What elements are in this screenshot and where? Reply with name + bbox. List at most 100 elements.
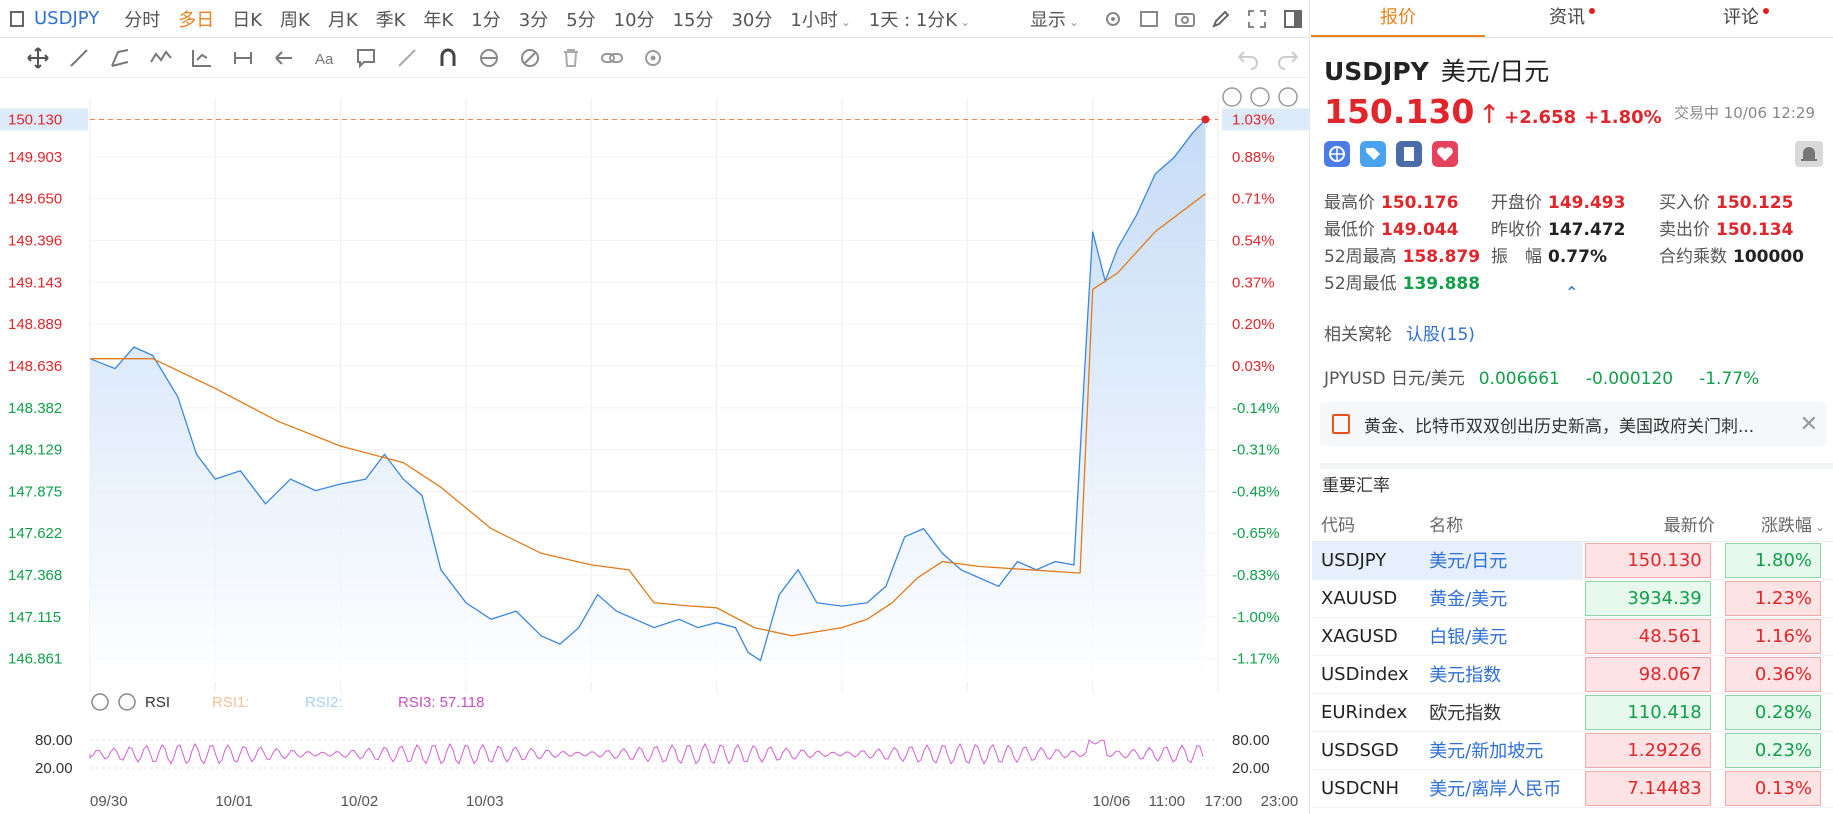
table-row[interactable]: XAGUSD 白银/美元 48.561 1.16% <box>1312 617 1833 656</box>
table-row[interactable]: USDSGD 美元/新加坡元 1.29226 0.23% <box>1312 731 1833 770</box>
period-option[interactable]: 5分 <box>566 9 596 31</box>
sidebar-toggle-icon[interactable] <box>10 10 24 27</box>
reset-zoom-icon[interactable] <box>1222 87 1242 107</box>
close-icon[interactable]: ✕ <box>1799 412 1818 437</box>
table-row[interactable]: USDCNH 美元/离岸人民币 7.14483 0.13% <box>1312 769 1833 808</box>
period-option[interactable]: 30分 <box>731 9 773 31</box>
news-text[interactable]: 黄金、比特币双双创出历史新高，美国政府关门刺... <box>1364 416 1755 437</box>
y-pct-label: -0.65% <box>1232 525 1280 542</box>
period-option[interactable]: 10分 <box>613 9 655 31</box>
y-tick-label: 148.889 <box>8 316 62 333</box>
display-dropdown[interactable]: 显示 <box>1021 6 1088 32</box>
fx-name[interactable]: 美元指数 <box>1417 655 1583 694</box>
tag-icon[interactable] <box>1360 141 1386 167</box>
wave-tool-icon[interactable] <box>149 46 173 70</box>
zoom-out-icon[interactable] <box>1250 87 1270 107</box>
fx-code: USDindex <box>1312 655 1418 694</box>
period-option[interactable]: 月K <box>327 9 358 31</box>
indicator-settings-icon[interactable] <box>91 693 109 711</box>
fx-code: USDCNH <box>1312 769 1418 808</box>
fx-change: 0.13% <box>1724 770 1821 806</box>
rsi-axis-label: 20.00 <box>1232 760 1270 777</box>
stat-label: 开盘价 <box>1491 193 1542 213</box>
inverse-pair[interactable]: JPYUSD 日元/美元 0.006661 -0.000120 -1.77% <box>1324 364 1785 389</box>
pencil-icon[interactable] <box>1210 8 1232 30</box>
tab-news[interactable]: 资讯 <box>1485 0 1659 37</box>
undo-icon[interactable] <box>1236 46 1260 70</box>
text-tool-icon[interactable]: Aa <box>313 46 337 70</box>
measure-tool-icon[interactable] <box>231 46 255 70</box>
redo-icon[interactable] <box>1276 46 1300 70</box>
col-price[interactable]: 最新价 <box>1582 507 1723 542</box>
table-row[interactable]: XAUUSD 黄金/美元 3934.39 1.23% <box>1312 579 1833 618</box>
period-option[interactable]: 年K <box>423 9 454 31</box>
comment-tool-icon[interactable] <box>354 46 378 70</box>
link-icon[interactable] <box>600 46 624 70</box>
drawing-settings-icon[interactable] <box>641 46 665 70</box>
period-option[interactable]: 日K <box>232 9 263 31</box>
zoom-in-icon[interactable] <box>1278 87 1298 107</box>
stat-low: 最低价 149.044 <box>1324 215 1458 240</box>
tab-comments[interactable]: 评论 <box>1659 0 1833 37</box>
indicator-close-icon[interactable] <box>118 693 136 711</box>
fx-name[interactable]: 白银/美元 <box>1417 617 1583 656</box>
inverse-label: JPYUSD 日元/美元 <box>1324 369 1465 389</box>
fx-name[interactable]: 美元/新加坡元 <box>1417 731 1583 770</box>
stat-label: 52周最高 <box>1324 247 1397 267</box>
magnet-icon[interactable] <box>436 46 460 70</box>
chevron-up-icon[interactable]: ⌃ <box>1565 283 1579 302</box>
channel-tool-icon[interactable] <box>108 46 132 70</box>
heart-icon[interactable] <box>1432 141 1458 167</box>
trash-icon[interactable] <box>559 46 583 70</box>
stat-open: 开盘价 149.493 <box>1491 188 1625 213</box>
move-icon[interactable] <box>26 46 50 70</box>
fx-price: 98.067 <box>1584 656 1711 692</box>
x-tick-label: 17:00 <box>1205 793 1243 810</box>
panel-toggle-icon[interactable] <box>1282 8 1304 30</box>
period-option[interactable]: 1分 <box>471 9 501 31</box>
period-option[interactable]: 3分 <box>518 9 549 31</box>
rsi-axis-label: 80.00 <box>35 732 73 749</box>
period-option[interactable]: 1小时 <box>781 6 860 32</box>
period-option[interactable]: 周K <box>280 9 310 31</box>
chart-tools: 显示 <box>1021 0 1304 38</box>
stat-label: 卖出价 <box>1659 220 1710 240</box>
hide-drawing-icon[interactable] <box>518 46 542 70</box>
news-banner[interactable]: 黄金、比特币双双创出历史新高，美国政府关门刺... ✕ <box>1320 402 1826 446</box>
fx-price: 150.130 <box>1584 542 1711 578</box>
period-option[interactable]: 1天 : 1分K <box>860 6 979 32</box>
related-link[interactable]: 认股(15) <box>1406 325 1475 345</box>
chart-area: USDJPY 分时多日日K周K月K季K年K1分3分5分10分15分30分1小时1… <box>0 0 1310 814</box>
arrow-tool-icon[interactable] <box>272 46 296 70</box>
price-chart[interactable]: 150.130 1.03% 149.903 0.88% 149.650 0.71% 149.… <box>0 78 1310 814</box>
fullscreen-icon[interactable] <box>1246 8 1268 30</box>
fx-name[interactable]: 黄金/美元 <box>1417 579 1583 618</box>
period-option[interactable]: 季K <box>375 9 406 31</box>
col-change[interactable]: 涨跌幅 ⌄ <box>1722 507 1833 542</box>
fx-name[interactable]: 美元/离岸人民币 <box>1417 769 1583 808</box>
table-row[interactable]: USDJPY 美元/日元 150.130 1.80% <box>1312 541 1833 580</box>
layout-icon[interactable] <box>1138 8 1160 30</box>
settings-icon[interactable] <box>1102 8 1124 30</box>
ruler-icon[interactable] <box>395 46 419 70</box>
fib-tool-icon[interactable] <box>190 46 214 70</box>
symbol-label[interactable]: USDJPY <box>34 8 100 29</box>
bell-icon[interactable] <box>1795 141 1823 167</box>
globe-icon[interactable] <box>1324 141 1350 167</box>
table-row[interactable]: EURindex 欧元指数 110.418 0.28% <box>1312 693 1833 732</box>
line-tool-icon[interactable] <box>67 46 91 70</box>
period-option[interactable]: 分时 <box>124 9 161 31</box>
rsi3-label: RSI3: 57.118 <box>398 694 484 711</box>
period-option[interactable]: 15分 <box>672 9 714 31</box>
camera-icon[interactable] <box>1174 8 1196 30</box>
fx-name[interactable]: 欧元指数 <box>1417 693 1583 732</box>
lock-drawing-icon[interactable] <box>477 46 501 70</box>
document-icon[interactable] <box>1396 141 1422 167</box>
table-row[interactable]: USDindex 美元指数 98.067 0.36% <box>1312 655 1833 694</box>
period-option[interactable]: 多日 <box>178 9 215 31</box>
fx-name[interactable]: 美元/日元 <box>1417 541 1583 580</box>
y-tick-label: 147.875 <box>8 483 62 500</box>
stat-prev-close: 昨收价 147.472 <box>1491 215 1625 240</box>
tab-quote[interactable]: 报价 <box>1311 0 1485 37</box>
